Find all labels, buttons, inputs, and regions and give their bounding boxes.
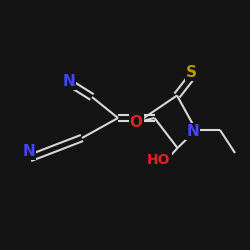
Text: O: O	[130, 115, 143, 130]
Text: N: N	[62, 74, 75, 89]
Text: S: S	[186, 65, 197, 80]
Text: N: N	[186, 124, 199, 139]
Text: HO: HO	[147, 153, 171, 167]
Text: N: N	[22, 144, 35, 159]
